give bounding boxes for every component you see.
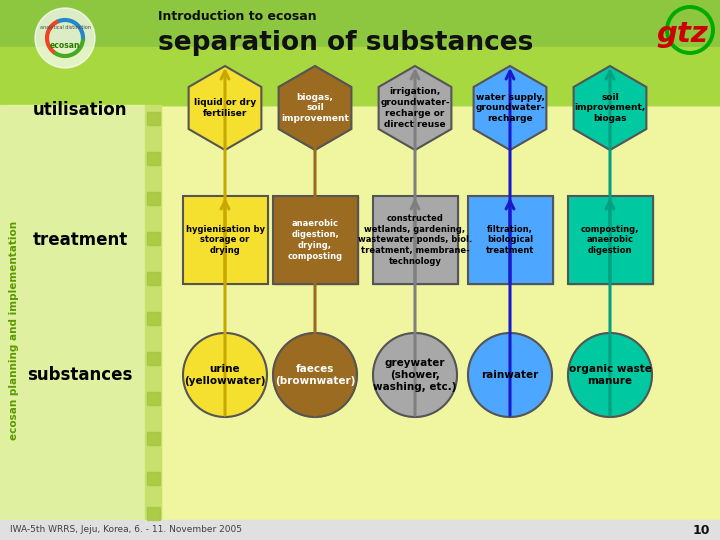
Circle shape bbox=[468, 333, 552, 417]
Text: gtz: gtz bbox=[656, 20, 708, 48]
Circle shape bbox=[273, 333, 357, 417]
Polygon shape bbox=[474, 66, 546, 150]
Bar bbox=[0, 105, 145, 540]
Text: analytical distinction: analytical distinction bbox=[40, 25, 91, 30]
Bar bbox=[147, 472, 160, 485]
Bar bbox=[0, 520, 720, 540]
Text: anaerobic
digestion,
drying,
composting: anaerobic digestion, drying, composting bbox=[287, 219, 343, 261]
Text: faeces
(brownwater): faeces (brownwater) bbox=[275, 364, 355, 386]
Bar bbox=[147, 112, 160, 125]
Bar bbox=[467, 196, 552, 284]
Text: hygienisation by
storage or
drying: hygienisation by storage or drying bbox=[186, 225, 264, 255]
Text: liquid or dry
fertiliser: liquid or dry fertiliser bbox=[194, 98, 256, 118]
Bar bbox=[272, 196, 358, 284]
Polygon shape bbox=[574, 66, 647, 150]
Text: filtration,
biological
treatment: filtration, biological treatment bbox=[486, 225, 534, 255]
Bar bbox=[467, 196, 552, 284]
Text: irrigation,
groundwater-
recharge or
direct reuse: irrigation, groundwater- recharge or dir… bbox=[380, 87, 450, 129]
Text: treatment: treatment bbox=[32, 231, 127, 249]
Bar bbox=[372, 196, 457, 284]
Text: rainwater: rainwater bbox=[482, 370, 539, 380]
Circle shape bbox=[373, 333, 457, 417]
Bar bbox=[147, 192, 160, 205]
Bar bbox=[567, 196, 652, 284]
Bar bbox=[147, 232, 160, 245]
Text: urine
(yellowwater): urine (yellowwater) bbox=[184, 364, 266, 386]
Bar bbox=[147, 507, 160, 520]
Bar bbox=[147, 152, 160, 165]
Circle shape bbox=[183, 333, 267, 417]
Text: 10: 10 bbox=[693, 523, 710, 537]
Bar bbox=[147, 272, 160, 285]
Bar bbox=[147, 392, 160, 405]
Bar bbox=[147, 432, 160, 445]
Circle shape bbox=[568, 333, 652, 417]
Text: constructed
wetlands, gardening,
wastewater ponds, biol.
treatment, membrane-
te: constructed wetlands, gardening, wastewa… bbox=[358, 214, 472, 266]
Polygon shape bbox=[279, 66, 351, 150]
Text: separation of substances: separation of substances bbox=[158, 30, 534, 56]
Bar bbox=[0, 47, 720, 105]
Bar bbox=[0, 0, 720, 105]
Text: substances: substances bbox=[27, 366, 132, 384]
Circle shape bbox=[35, 8, 95, 68]
Polygon shape bbox=[379, 66, 451, 150]
Text: composting,
anaerobic
digestion: composting, anaerobic digestion bbox=[581, 225, 639, 255]
Text: organic waste
manure: organic waste manure bbox=[569, 364, 652, 386]
Bar bbox=[182, 196, 268, 284]
Text: greywater
(shower,
washing, etc.): greywater (shower, washing, etc.) bbox=[373, 357, 456, 393]
Text: ecosan planning and implementation: ecosan planning and implementation bbox=[9, 220, 19, 440]
Text: biogas,
soil
improvement: biogas, soil improvement bbox=[281, 93, 349, 123]
Bar bbox=[272, 196, 358, 284]
Polygon shape bbox=[189, 66, 261, 150]
Text: ecosan: ecosan bbox=[50, 42, 80, 51]
Bar bbox=[147, 352, 160, 365]
Text: IWA-5th WRRS, Jeju, Korea, 6. - 11. November 2005: IWA-5th WRRS, Jeju, Korea, 6. - 11. Nove… bbox=[10, 525, 242, 535]
Text: Introduction to ecosan: Introduction to ecosan bbox=[158, 10, 317, 23]
Text: water supply,
groundwater-
recharge: water supply, groundwater- recharge bbox=[475, 93, 545, 123]
Bar bbox=[567, 196, 652, 284]
Text: utilisation: utilisation bbox=[32, 101, 127, 119]
Bar bbox=[145, 105, 161, 540]
Bar bbox=[182, 196, 268, 284]
Bar bbox=[372, 196, 457, 284]
Bar bbox=[147, 312, 160, 325]
Text: soil
improvement,
biogas: soil improvement, biogas bbox=[575, 93, 646, 123]
